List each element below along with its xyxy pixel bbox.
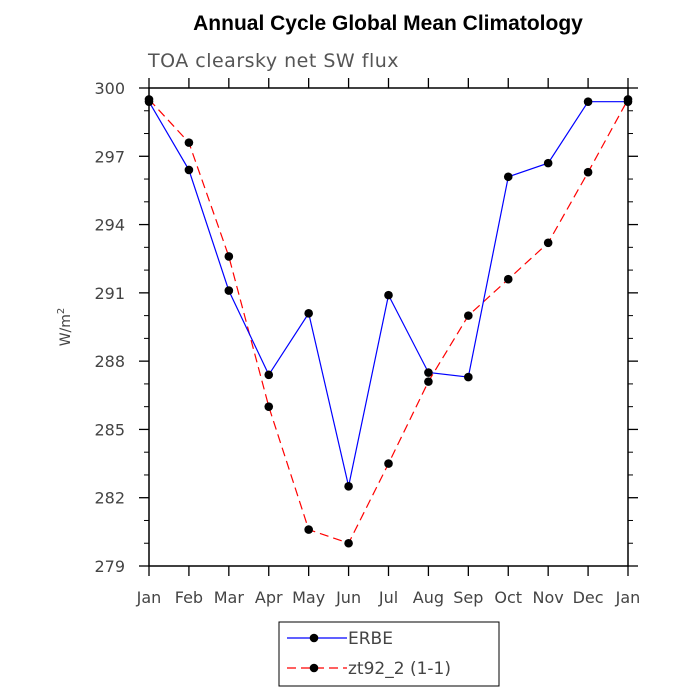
data-point	[304, 525, 313, 534]
y-tick-label: 282	[94, 489, 125, 508]
data-point	[344, 482, 353, 491]
x-tick-label: Mar	[214, 588, 245, 607]
y-tick-label: 294	[94, 216, 125, 235]
chart-subtitle: TOA clearsky net SW flux	[147, 50, 399, 72]
data-point	[384, 459, 393, 468]
data-point	[144, 97, 154, 106]
x-tick-label: Dec	[573, 588, 604, 607]
x-tick-label: Feb	[175, 588, 203, 607]
data-point	[184, 165, 194, 175]
data-point	[583, 97, 593, 106]
x-tick-label: Jan	[136, 588, 162, 607]
data-point	[344, 538, 353, 548]
y-tick-label: 279	[94, 557, 125, 576]
legend-swatch-marker	[309, 663, 319, 673]
plot-area: 279 282 285 288 291 294 297 300 Jan Feb Mar Apr May J…	[94, 78, 640, 607]
x-tick-label: Apr	[255, 588, 283, 607]
y-tick-label: 297	[94, 147, 125, 166]
legend: ERBE zt92_2 (1-1)	[278, 621, 500, 687]
data-point	[304, 309, 313, 318]
legend-box	[278, 621, 500, 687]
data-point	[264, 402, 274, 411]
data-point	[384, 290, 393, 300]
data-point	[543, 158, 553, 168]
data-point	[464, 311, 473, 320]
data-point	[543, 238, 553, 248]
data-point	[583, 167, 593, 177]
data-point	[503, 172, 513, 182]
data-point	[424, 377, 433, 386]
data-point	[224, 286, 234, 295]
legend-label: ERBE	[348, 629, 393, 649]
x-tick-label: Aug	[413, 588, 444, 607]
x-tick-label: Jun	[335, 588, 361, 607]
y-axis-label: W/m2	[56, 308, 74, 347]
x-tick-label: Sep	[453, 588, 483, 607]
y-tick-label: 285	[94, 420, 125, 439]
x-tick-label: Oct	[494, 588, 522, 607]
data-point	[464, 372, 473, 382]
data-point	[424, 368, 433, 377]
data-point	[264, 370, 274, 380]
y-tick-label: 288	[94, 352, 125, 371]
y-tick-label: 291	[94, 284, 125, 303]
x-tick-label: Jan	[615, 588, 641, 607]
x-tick-label: May	[292, 588, 325, 607]
chart-title: Annual Cycle Global Mean Climatology	[193, 12, 583, 35]
x-tick-label: Nov	[533, 588, 564, 607]
legend-label: zt92_2 (1-1)	[348, 659, 451, 679]
x-tick-label: Jul	[378, 588, 398, 607]
data-point	[224, 252, 234, 261]
data-point	[623, 97, 633, 106]
series-line	[148, 98, 629, 544]
y-tick-label: 300	[94, 79, 125, 98]
data-point	[184, 138, 194, 147]
legend-swatch-marker	[309, 633, 319, 643]
data-point	[503, 274, 513, 284]
plot-frame	[148, 87, 629, 567]
